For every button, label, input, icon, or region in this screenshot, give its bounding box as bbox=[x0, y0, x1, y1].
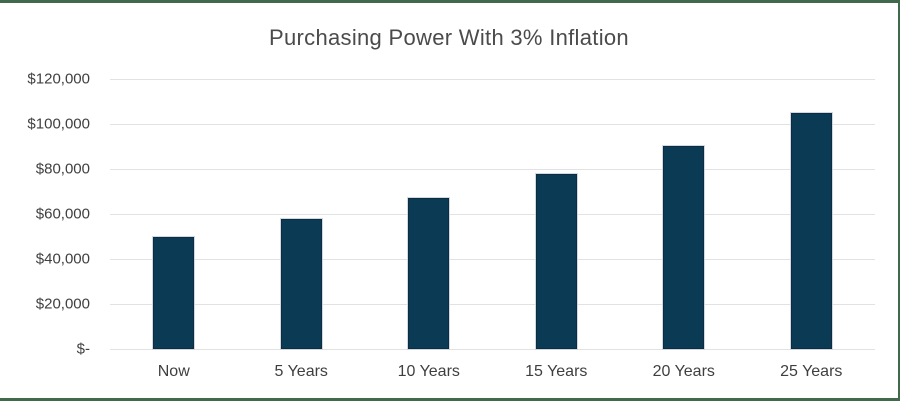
y-tick-label: $20,000 bbox=[35, 295, 90, 313]
y-tick-label: $40,000 bbox=[35, 250, 90, 268]
plot-area: $- $20,000 $40,000 $60,000 $80,000 $100,000 $1… bbox=[27, 71, 875, 358]
bar-slot-10-years bbox=[365, 79, 493, 349]
y-tick-label: $- bbox=[76, 340, 90, 358]
x-tick-label-10-years: 10 Years bbox=[397, 363, 460, 380]
bar-15-years bbox=[535, 173, 577, 349]
x-tick-label-25-years: 25 Years bbox=[780, 363, 843, 380]
y-tick-label: $100,000 bbox=[27, 115, 90, 133]
bar-slot-5-years bbox=[238, 79, 366, 349]
bar-10-years bbox=[408, 197, 450, 349]
x-tick-label-15-years: 15 Years bbox=[525, 363, 588, 380]
gridline-80000 bbox=[110, 169, 875, 170]
x-axis-tick-labels: Now 5 Years 10 Years 15 Years 20 Years 25 Yea… bbox=[110, 349, 875, 395]
x-tick-label-5-years: 5 Years bbox=[274, 363, 328, 380]
gridline-120000 bbox=[110, 79, 875, 80]
gridline-100000 bbox=[110, 124, 875, 125]
bar-slot-25-years bbox=[748, 79, 876, 349]
bar-25-years bbox=[790, 113, 832, 349]
y-tick-label: $80,000 bbox=[35, 160, 90, 178]
gridline-0 bbox=[110, 349, 875, 350]
gridline-40000 bbox=[110, 259, 875, 260]
chart-title: Purchasing Power With 3% Inflation bbox=[269, 25, 629, 50]
bar-series bbox=[110, 79, 875, 349]
y-tick-label: $120,000 bbox=[27, 70, 90, 88]
y-tick-label: $60,000 bbox=[35, 205, 90, 223]
bar-slot-20-years bbox=[620, 79, 748, 349]
bar-slot-now bbox=[110, 79, 238, 349]
gridline-60000 bbox=[110, 214, 875, 215]
x-tick-label-now: Now bbox=[157, 363, 190, 380]
bar-20-years bbox=[663, 145, 705, 349]
bar-now bbox=[153, 236, 195, 349]
x-tick-label-20-years: 20 Years bbox=[652, 363, 715, 380]
gridline-20000 bbox=[110, 304, 875, 305]
bar-slot-15-years bbox=[493, 79, 621, 349]
bar-5-years bbox=[280, 218, 322, 349]
